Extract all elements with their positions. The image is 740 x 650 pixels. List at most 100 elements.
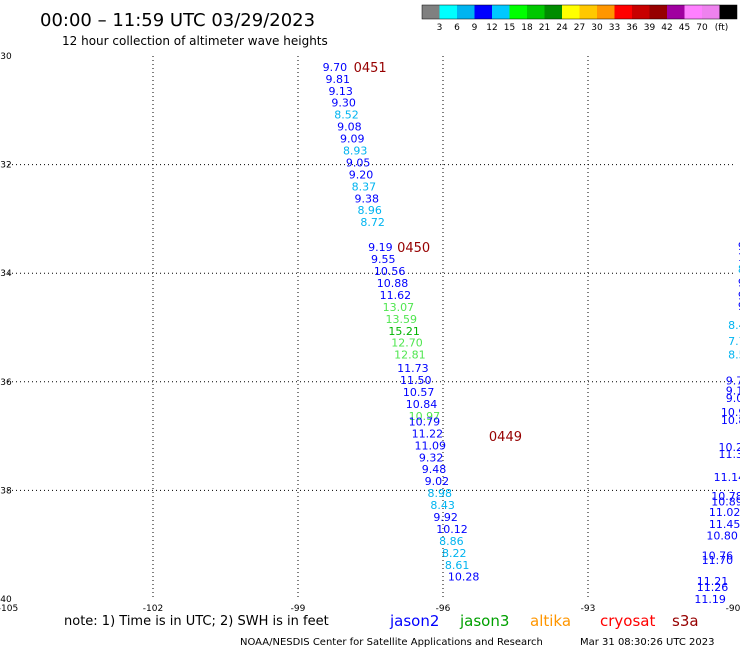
wave-height-value: 11.73 (397, 362, 429, 375)
wave-height-value: 10.12 (436, 523, 468, 536)
wave-height-value: 10.97 (409, 410, 441, 423)
colorbar-label: 18 (521, 23, 533, 33)
wave-height-value: 11.45 (709, 518, 740, 531)
wave-height-value: 9.7 (726, 375, 740, 388)
y-tick-label: -40 (0, 595, 12, 605)
wave-height-value: 8.96 (357, 204, 382, 217)
y-tick-label: -38 (0, 486, 12, 496)
colorbar-swatch (457, 5, 475, 19)
wave-height-value: 9.05 (346, 156, 371, 169)
wave-height-value: 8.22 (442, 547, 467, 560)
colorbar-label: 21 (539, 23, 550, 33)
wave-height-value: 9.92 (433, 511, 458, 524)
wave-height-value: 11.02 (709, 506, 740, 519)
wave-height-value: 9 (738, 289, 740, 302)
colorbar-unit: (ft) (715, 23, 729, 33)
wave-height-value: 12.81 (394, 349, 426, 362)
grid-lines (8, 56, 733, 599)
colorbar-label: 6 (454, 23, 460, 33)
wave-height-value: 8.43 (430, 499, 455, 512)
colorbar-swatch (579, 5, 597, 19)
wave-height-value: 8.93 (343, 144, 368, 157)
wave-height-value: 10.79 (409, 415, 441, 428)
colorbar-swatch (649, 5, 667, 19)
colorbar-label: 12 (486, 23, 497, 33)
wave-height-value: 10.76 (702, 550, 734, 563)
wave-height-value: 10 (738, 251, 740, 264)
mission-label: jason2 (389, 612, 439, 630)
colorbar-swatch (544, 5, 562, 19)
wave-height-value: 10.89 (711, 495, 740, 508)
wave-height-value: 10.84 (406, 398, 438, 411)
x-tick-labels: -105 -102 -99 -96 -93 -90 (0, 604, 740, 614)
wave-height-value: 10.28 (448, 571, 480, 584)
wave-height-value: 8.61 (445, 559, 470, 572)
wave-height-value: 10.88 (377, 277, 409, 290)
wave-height-value: 11.26 (697, 581, 729, 594)
y-tick-label: -32 (0, 161, 12, 171)
wave-height-value: 8.98 (428, 487, 453, 500)
x-tick-label: -96 (436, 604, 451, 614)
colorbar-label: 24 (556, 23, 568, 33)
wave-height-value: 11.62 (380, 289, 412, 302)
mission-label: cryosat (600, 612, 655, 630)
wave-height-value: 10.8 (721, 414, 740, 427)
footer-credit: NOAA/NESDIS Center for Satellite Applica… (240, 637, 543, 648)
colorbar-label: 9 (472, 23, 478, 33)
colorbar-label: 33 (609, 23, 620, 33)
colorbar-swatch (614, 5, 632, 19)
wave-height-value: 8.5 (728, 349, 740, 362)
wave-height-value: 9.55 (371, 253, 396, 266)
wave-height-value: 8.72 (360, 216, 385, 229)
wave-height-value: 10.57 (403, 386, 435, 399)
wave-height-value: 11.19 (694, 593, 726, 606)
wave-height-value: 11.09 (414, 439, 446, 452)
colorbar-legend: 3 6 9 12 15 18 21 24 27 30 33 36 39 42 45 70 (ft) (421, 4, 738, 33)
data-points: 9.709.819.139.308.529.089.098.939.059.20… (323, 61, 740, 606)
wave-height-value: 8 (738, 263, 740, 276)
colorbar-swatch (719, 5, 737, 19)
mission-label: jason3 (459, 612, 509, 630)
colorbar-label: 42 (661, 23, 672, 33)
x-tick-label: -105 (0, 604, 18, 614)
wave-height-value: 10.78 (711, 490, 740, 503)
wave-height-value: 11.70 (702, 554, 734, 567)
mission-legend: jason2 jason3 altika cryosat s3a (389, 612, 699, 630)
y-tick-label: -34 (0, 269, 12, 279)
y-tick-label: -30 (0, 52, 12, 62)
colorbar-label: 36 (626, 23, 638, 33)
wave-height-value: 10.56 (374, 265, 406, 278)
wave-height-value: 9 (738, 240, 740, 253)
colorbar-swatch (562, 5, 580, 19)
wave-height-value: 9.13 (328, 85, 353, 98)
colorbar-swatch (474, 5, 492, 19)
colorbar-label: 30 (591, 23, 603, 33)
y-tick-labels: -30 -32 -34 -36 -38 -40 (0, 52, 12, 605)
wave-height-value: 9 (738, 276, 740, 289)
wave-height-value: 12.70 (391, 337, 423, 350)
wave-height-value: 9.19 (368, 241, 393, 254)
colorbar-swatch (492, 5, 510, 19)
wave-height-value: 10.26 (719, 441, 740, 454)
mission-label: altika (530, 612, 571, 630)
wave-height-value: 13.59 (385, 313, 417, 326)
mission-label: s3a (672, 612, 699, 630)
wave-height-value: 9.0 (726, 392, 740, 405)
wave-height-value: 9.08 (337, 121, 362, 134)
wave-height-value: 9.30 (331, 97, 356, 110)
wave-height-value: 9.09 (340, 133, 365, 146)
colorbar-border (421, 4, 738, 20)
colorbar-swatch (684, 5, 702, 19)
wave-height-value: 9.32 (419, 451, 444, 464)
colorbar-swatch (422, 5, 440, 19)
x-tick-label: -93 (581, 604, 596, 614)
wave-height-value: 15.21 (388, 325, 420, 338)
colorbar-swatch (527, 5, 545, 19)
wave-height-value: 9.1 (726, 384, 740, 397)
wave-height-value: 9.20 (349, 168, 374, 181)
wave-height-value: 8.86 (439, 535, 464, 548)
pass-time-label: 0450 (397, 241, 430, 256)
colorbar-label: 70 (696, 23, 708, 33)
colorbar-label: 27 (574, 23, 585, 33)
